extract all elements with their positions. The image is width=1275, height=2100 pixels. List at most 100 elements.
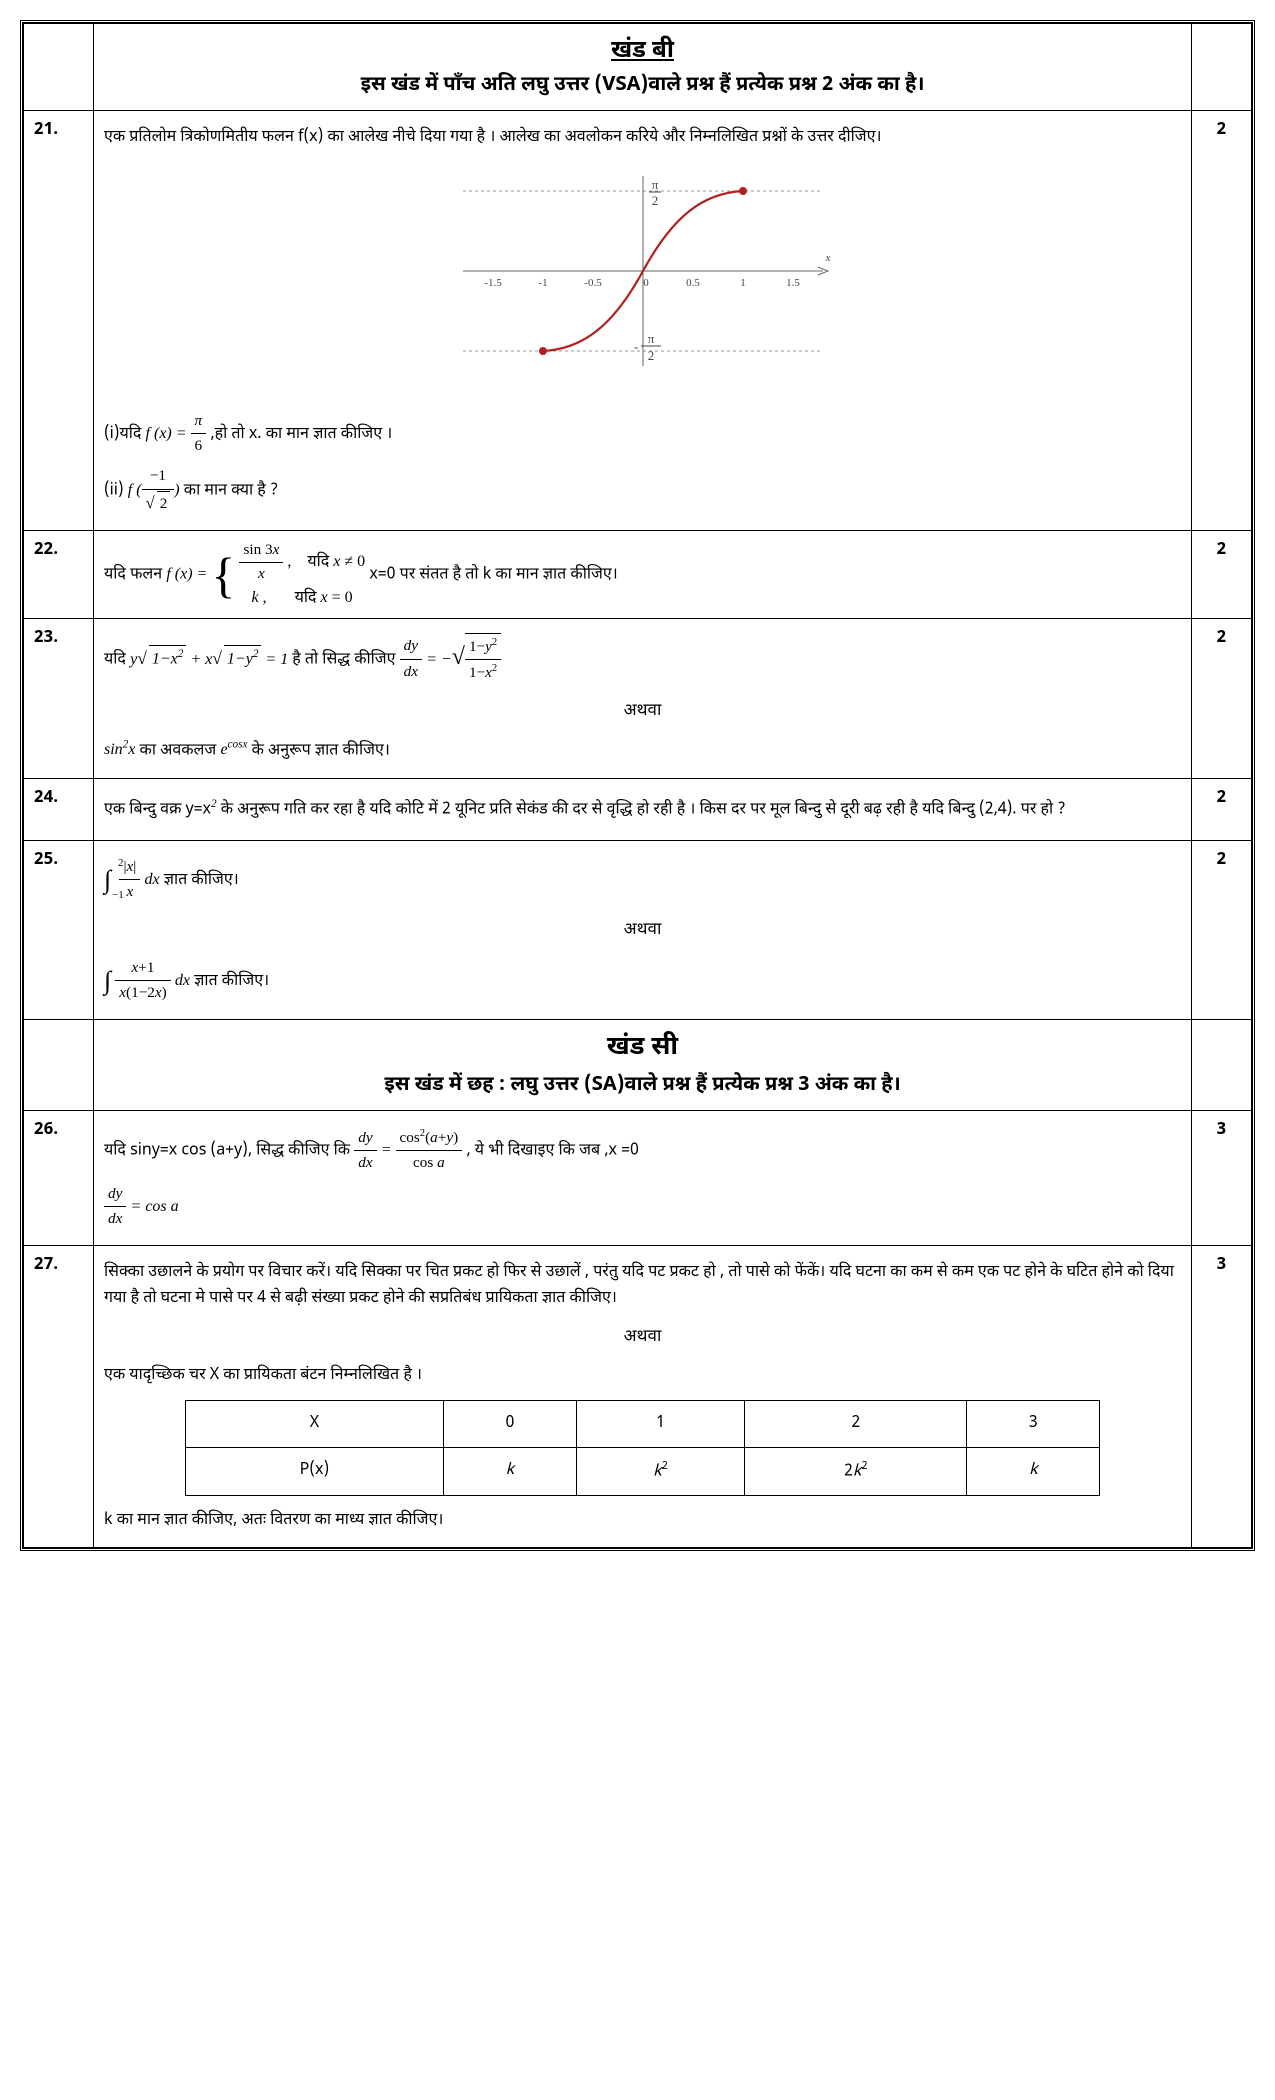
table-cell: k: [967, 1447, 1100, 1495]
q23-alt-mid: का अवकलज: [140, 740, 221, 761]
question-27-row: 27. सिक्का उछालने के प्रयोग पर विचार करे…: [24, 1246, 1252, 1548]
section-b-subtitle: इस खंड में पाँच अति लघु उत्तर (VSA)वाले …: [104, 70, 1181, 102]
q24-number: 24.: [24, 778, 94, 840]
section-b-title: खंड बी: [104, 32, 1181, 70]
q24-marks: 2: [1192, 778, 1252, 840]
q25-integrand2: x+1x(1−2x): [115, 956, 170, 1006]
q21-i-prefix: (i)यदि: [104, 424, 146, 445]
q21-ii-expr: f (: [128, 482, 142, 499]
svg-text:π: π: [647, 331, 654, 346]
q27-footer: k का मान ज्ञात कीजिए, अतः वितरण का माध्य…: [104, 1508, 1181, 1534]
empty-cell: [24, 1020, 94, 1111]
question-25-row: 25. ∫ 2 −1 |x|x dx ज्ञात कीजिए। अथवा ∫ x…: [24, 841, 1252, 1020]
q21-ii-prefix: (ii): [104, 481, 128, 502]
q23-alt-suffix: के अनुरूप ज्ञात कीजिए।: [252, 740, 390, 761]
q25-marks: 2: [1192, 841, 1252, 1020]
q21-chart: -1.5 -1 -0.5 0 0.5 1 1.5 x π 2 π 2: [104, 161, 1181, 391]
svg-text:-1: -1: [538, 277, 547, 289]
q21-part-i: (i)यदि f (x) = π6 ,हो तो x. का मान ज्ञात…: [104, 409, 1181, 459]
q27-para: सिक्का उछालने के प्रयोग पर विचार करें। य…: [104, 1260, 1181, 1311]
q24-text-a: एक बिन्दु वक्र y=x: [104, 799, 211, 820]
q21-marks: 2: [1192, 111, 1252, 531]
empty-cell: [1192, 1020, 1252, 1111]
q23-lhs: y√1−x2 + x√1−y2 = 1: [130, 651, 292, 668]
table-cell: 2k2: [745, 1447, 967, 1495]
q25-main: ∫ 2 −1 |x|x dx ज्ञात कीजिए।: [104, 855, 1181, 905]
q25-suffix2: ज्ञात कीजिए।: [194, 971, 269, 992]
exam-page: खंड बी इस खंड में पाँच अति लघु उत्तर (VS…: [20, 20, 1255, 1551]
q26-line2: dydx = cos a: [104, 1182, 1181, 1232]
q22-cond1: यदि: [307, 553, 329, 570]
question-26-row: 26. यदि siny=x cos (a+y), सिद्ध कीजिए कि…: [24, 1111, 1252, 1246]
svg-text:π: π: [651, 177, 658, 192]
table-cell: 0: [444, 1401, 577, 1448]
section-b-header-row: खंड बी इस खंड में पाँच अति लघु उत्तर (VS…: [24, 24, 1252, 111]
q23-alt-sin2x: sin2x: [104, 741, 135, 758]
q24-text: एक बिन्दु वक्र y=x2 के अनुरूप गति कर रहा…: [104, 793, 1181, 826]
q23-alt: sin2x का अवकलज ecosx के अनुरूप ज्ञात कीज…: [104, 737, 1181, 764]
brace-icon: {: [211, 550, 235, 600]
q22-number: 22.: [24, 531, 94, 619]
q22-marks: 2: [1192, 531, 1252, 619]
q23-prefix: यदि: [104, 650, 130, 671]
table-cell: 3: [967, 1401, 1100, 1448]
q25-athava: अथवा: [104, 917, 1181, 944]
q26-line1: यदि siny=x cos (a+y), सिद्ध कीजिए कि dyd…: [104, 1125, 1181, 1176]
q24-text-b: के अनुरूप गति कर रहा है यदि कोटि में 2 य…: [217, 799, 1066, 820]
table-cell: k2: [576, 1447, 745, 1495]
svg-text:-1.5: -1.5: [484, 277, 502, 289]
q26-mid: , ये भी दिखाइए कि जब ,x =0: [466, 1141, 638, 1162]
dy-dx: dydx: [354, 1126, 376, 1176]
q26-rhs: cos2(a+y)cos a: [396, 1125, 463, 1176]
q27-number: 27.: [24, 1246, 94, 1548]
q27-athava: अथवा: [104, 1324, 1181, 1351]
svg-text:1.5: 1.5: [786, 277, 800, 289]
arcsin-graph: -1.5 -1 -0.5 0 0.5 1 1.5 x π 2 π 2: [433, 161, 853, 381]
q23-rhs-frac: 1−y21−x2: [465, 633, 501, 686]
q27-alt-intro: एक यादृच्छिक चर X का प्रायिकता बंटन निम्…: [104, 1363, 1181, 1389]
q21-part-ii: (ii) f (−1√2) का मान क्या है ?: [104, 464, 1181, 516]
q22-suffix: x=0 पर संतत है तो k का मान ज्ञात कीजिए।: [369, 565, 617, 586]
q26-number: 26.: [24, 1111, 94, 1246]
q21-content: एक प्रतिलोम त्रिकोणमितीय फलन f(x) का आले…: [94, 111, 1192, 531]
q25-suffix1: ज्ञात कीजिए।: [164, 870, 239, 891]
svg-text:-: -: [633, 339, 637, 354]
svg-text:1: 1: [740, 277, 746, 289]
q26-content: यदि siny=x cos (a+y), सिद्ध कीजिए कि dyd…: [94, 1111, 1192, 1246]
q21-i-expr: f (x) =: [146, 425, 191, 442]
q22-cond2: यदि: [295, 589, 317, 606]
q26-marks: 3: [1192, 1111, 1252, 1246]
q21-number: 21.: [24, 111, 94, 531]
question-23-row: 23. यदि y√1−x2 + x√1−y2 = 1 है तो सिद्ध …: [24, 618, 1252, 778]
question-table: खंड बी इस खंड में पाँच अति लघु उत्तर (VS…: [23, 23, 1252, 1548]
question-22-row: 22. यदि फलन f (x) = { sin 3xx , यदि x ≠ …: [24, 531, 1252, 619]
svg-text:x: x: [824, 252, 830, 264]
table-cell: 1: [576, 1401, 745, 1448]
q25-content: ∫ 2 −1 |x|x dx ज्ञात कीजिए। अथवा ∫ x+1x(…: [94, 841, 1192, 1020]
q23-athava: अथवा: [104, 698, 1181, 725]
svg-text:0: 0: [643, 277, 649, 289]
q26-eq-cosa: = cos a: [131, 1198, 179, 1215]
dy-dx: dydx: [104, 1182, 126, 1232]
section-c-title: खंड सी: [104, 1028, 1181, 1070]
question-21-row: 21. एक प्रतिलोम त्रिकोणमितीय फलन f(x) का…: [24, 111, 1252, 531]
integral-icon: ∫: [104, 966, 111, 995]
table-row: P(x) k k2 2k2 k: [185, 1447, 1099, 1495]
table-cell: X: [185, 1401, 443, 1448]
q25-number: 25.: [24, 841, 94, 1020]
q27-content: सिक्का उछालने के प्रयोग पर विचार करें। य…: [94, 1246, 1192, 1548]
q21-i-mid: ,हो तो x. का मान ज्ञात कीजिए ।: [210, 424, 392, 445]
q23-mid: है तो सिद्ध कीजिए: [292, 650, 399, 671]
q27-marks: 3: [1192, 1246, 1252, 1548]
q25-alt: ∫ x+1x(1−2x) dx ज्ञात कीजिए।: [104, 956, 1181, 1006]
neg1-over-root2: −1√2: [142, 464, 175, 516]
q22-piecewise: sin 3xx , यदि x ≠ 0 k , यदि x = 0: [239, 539, 365, 610]
dy-dx: dydx: [400, 634, 422, 684]
table-cell: 2: [745, 1401, 967, 1448]
section-b-header: खंड बी इस खंड में पाँच अति लघु उत्तर (VS…: [94, 24, 1192, 111]
empty-cell: [24, 24, 94, 111]
pi-over-6: π6: [191, 409, 207, 459]
q23-alt-ecosx: ecosx: [220, 741, 247, 758]
svg-text:2: 2: [647, 348, 654, 363]
table-cell: P(x): [185, 1447, 443, 1495]
